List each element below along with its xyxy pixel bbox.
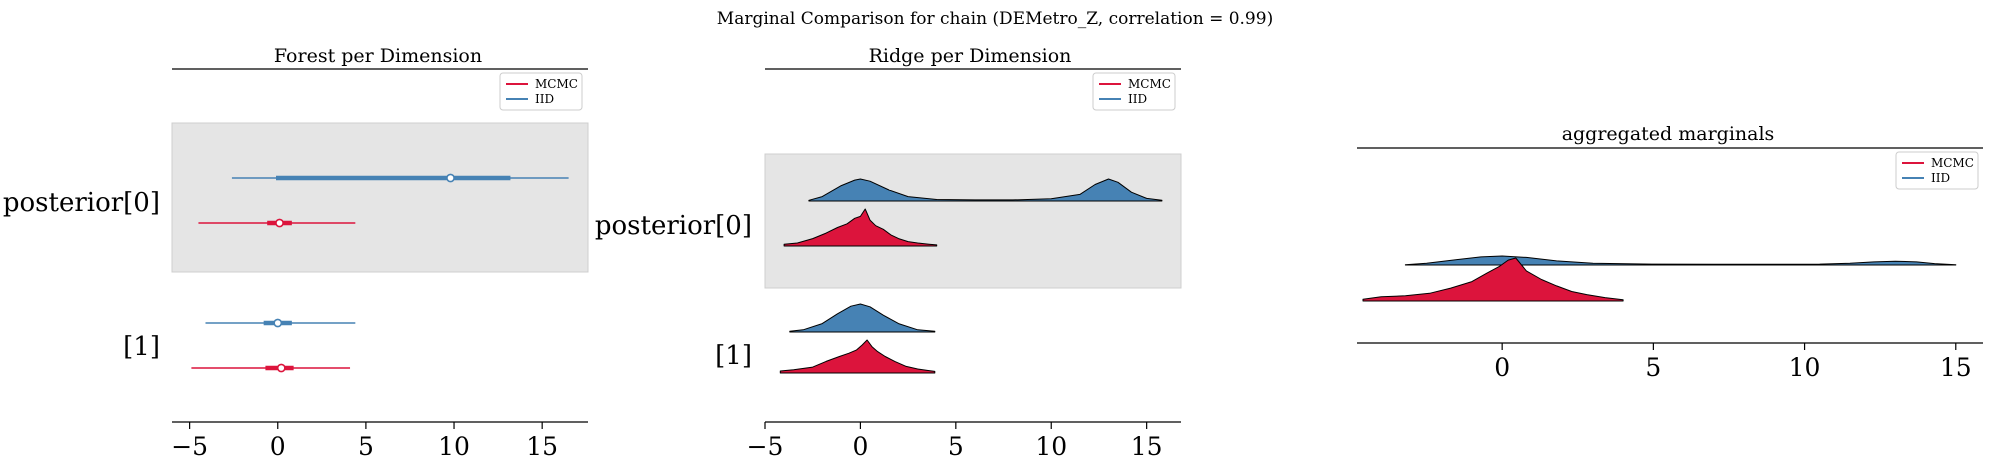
x-tick-label: 0 <box>270 432 286 461</box>
forest-panel: Forest per Dimension posterior[0] [1] −5… <box>3 45 589 461</box>
x-tick-label: −5 <box>747 432 784 461</box>
density-aggregate-mcmc <box>1362 257 1624 302</box>
forest-row-label-posterior-0: posterior[0] <box>3 188 160 218</box>
legend-label-mcmc: MCMC <box>535 77 578 91</box>
median-point-1-mcmc <box>276 363 286 373</box>
density-posterior-0-iid <box>808 178 1163 202</box>
aggregated-legend: MCMC IID <box>1895 151 1979 190</box>
legend-label-iid: IID <box>1931 171 1950 185</box>
density-posterior-0-mcmc <box>783 208 938 247</box>
legend-label-mcmc: MCMC <box>1931 156 1974 170</box>
legend-frame <box>499 72 583 111</box>
figure-suptitle: Marginal Comparison for chain (DEMetro_Z… <box>717 9 1273 29</box>
x-tick-label: −5 <box>171 432 208 461</box>
ridge-legend: MCMC IID <box>1092 72 1176 111</box>
median-point-posterior-0-mcmc <box>275 218 284 228</box>
x-tick-label: 0 <box>852 432 868 461</box>
legend-label-iid: IID <box>1128 92 1147 106</box>
ridge-row-label-posterior-0: posterior[0] <box>595 211 752 241</box>
legend-label-iid: IID <box>535 92 554 106</box>
forest-title: Forest per Dimension <box>274 45 482 67</box>
row-band-0 <box>764 153 1182 289</box>
x-tick-label: 10 <box>1789 353 1821 382</box>
aggregated-title: aggregated marginals <box>1562 123 1775 145</box>
x-tick-label: 5 <box>948 432 964 461</box>
forest-row-label-1: [1] <box>123 332 160 362</box>
median-point-1-iid <box>273 318 283 328</box>
x-tick-label: 10 <box>438 432 470 461</box>
x-tick-label: 5 <box>1645 353 1661 382</box>
legend-frame <box>1092 72 1176 111</box>
x-tick-label: 15 <box>526 432 558 461</box>
x-tick-label: 0 <box>1494 353 1510 382</box>
row-band-0 <box>171 122 589 273</box>
median-point-posterior-0-iid <box>446 173 455 183</box>
aggregated-panel: aggregated marginals 0 5 10 15 MCMC IID <box>1357 123 1983 382</box>
ridge-row-label-1: [1] <box>715 341 752 371</box>
x-tick-label: 10 <box>1035 432 1067 461</box>
forest-legend: MCMC IID <box>499 72 583 111</box>
density-1-mcmc <box>779 339 936 374</box>
density-aggregate-iid <box>1404 255 1957 266</box>
ridge-title: Ridge per Dimension <box>869 45 1072 67</box>
x-tick-label: 15 <box>1940 353 1972 382</box>
legend-label-mcmc: MCMC <box>1128 77 1171 91</box>
legend-frame <box>1895 151 1979 190</box>
density-1-iid <box>789 303 936 333</box>
x-tick-label: 15 <box>1131 432 1163 461</box>
x-tick-label: 5 <box>358 432 374 461</box>
ridge-panel: Ridge per Dimension posterior[0] [1] −5 0… <box>595 45 1182 461</box>
